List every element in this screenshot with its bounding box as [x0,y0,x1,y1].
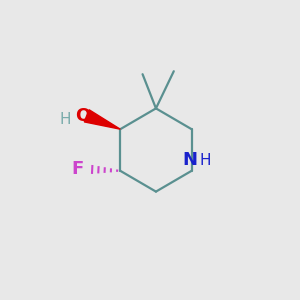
Text: O: O [76,107,91,125]
Text: N: N [183,152,198,169]
Text: F: F [71,160,83,178]
Text: H: H [59,112,71,127]
Text: H: H [199,153,211,168]
Polygon shape [84,110,120,129]
